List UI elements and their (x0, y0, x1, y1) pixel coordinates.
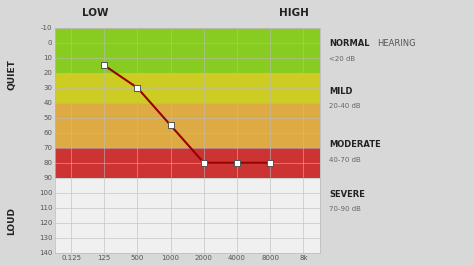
Text: QUIET: QUIET (8, 59, 16, 90)
Text: LOUD: LOUD (8, 207, 16, 235)
Text: SEVERE: SEVERE (329, 190, 365, 199)
Text: MILD: MILD (329, 87, 353, 96)
Point (100, 63, 108, 68)
Text: HEARING: HEARING (377, 39, 415, 48)
Bar (55, 28, 320, 73)
Text: 40-70 dB: 40-70 dB (329, 157, 361, 163)
Text: 20-40 dB: 20-40 dB (329, 103, 361, 109)
Point (233, 161, 241, 165)
Text: HIGH: HIGH (279, 8, 309, 18)
Point (200, 161, 208, 165)
Text: MODERATE: MODERATE (329, 140, 381, 149)
Text: LOW: LOW (82, 8, 108, 18)
Bar (55, 103, 320, 148)
Text: NORMAL: NORMAL (329, 39, 370, 48)
Bar (55, 73, 320, 103)
Text: 70-90 dB: 70-90 dB (329, 206, 361, 212)
Text: <20 dB: <20 dB (329, 56, 356, 61)
Point (266, 161, 274, 165)
Bar (55, 148, 320, 178)
Point (134, 86, 141, 90)
Point (167, 123, 174, 127)
